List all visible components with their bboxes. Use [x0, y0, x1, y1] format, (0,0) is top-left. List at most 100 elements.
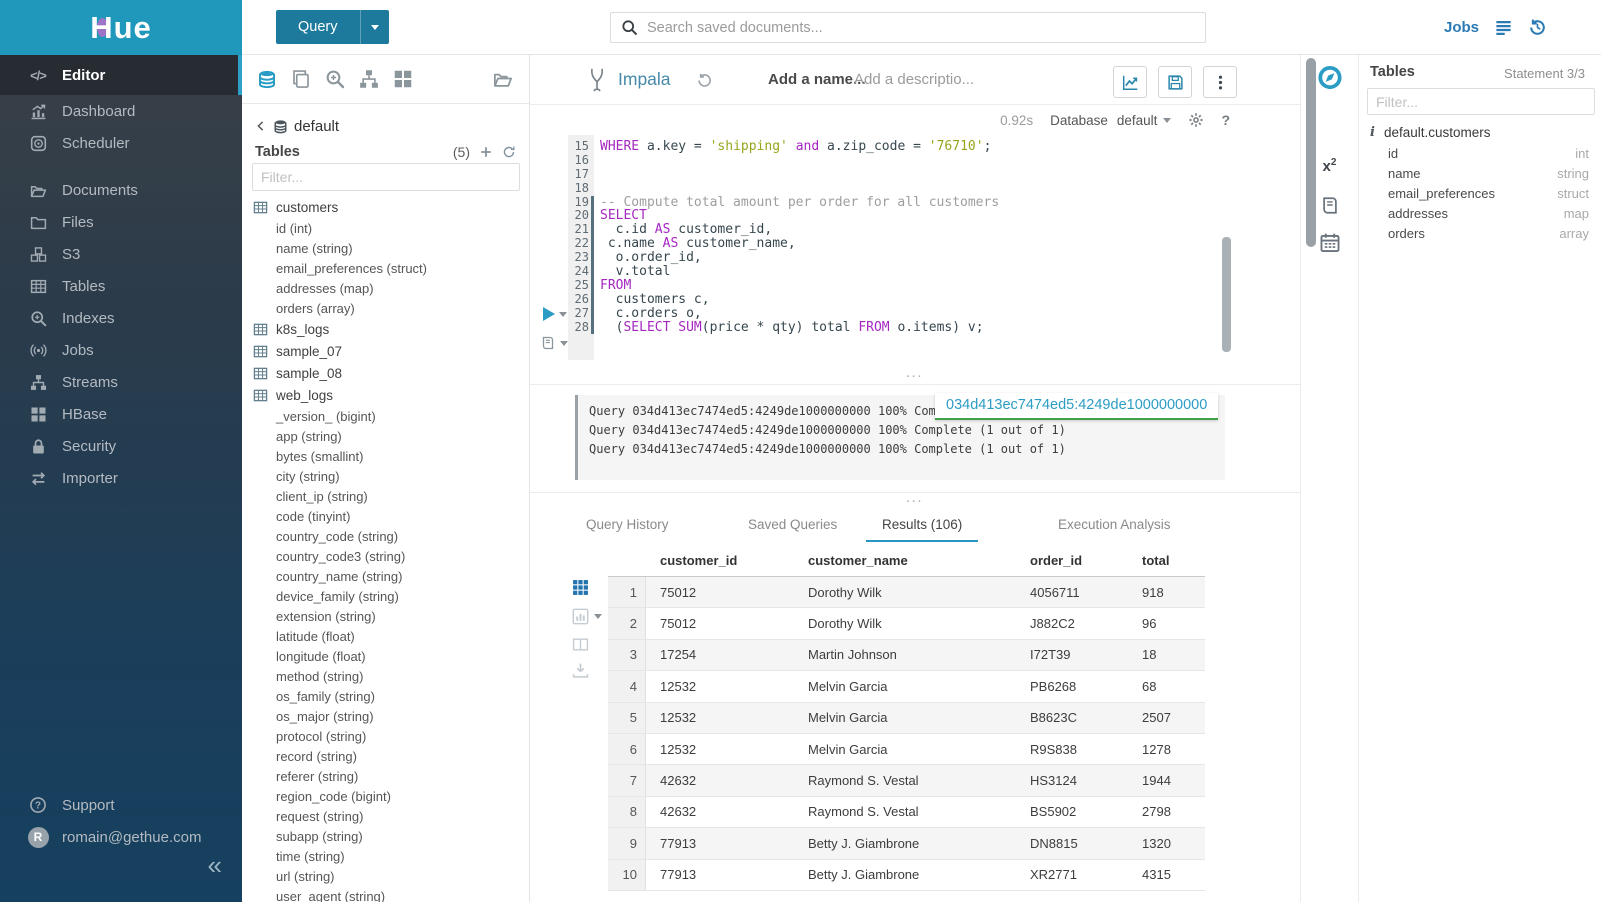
table-item[interactable]: sample_08 [253, 362, 529, 384]
save-button[interactable] [1158, 66, 1192, 98]
query-dropdown-caret[interactable] [359, 10, 389, 44]
history-icon[interactable] [1528, 18, 1547, 37]
chart-view-button[interactable] [572, 608, 602, 625]
table-row[interactable]: 1 75012 Dorothy Wilk 4056711 918 [608, 577, 1205, 609]
column-item[interactable]: latitude (float) [276, 628, 355, 644]
sidebar-item-editor[interactable]: </> Editor [0, 55, 242, 95]
sidebar-item-user[interactable]: R romain@gethue.com [0, 822, 242, 852]
resize-handle[interactable]: ··· [906, 496, 924, 508]
functions-icon[interactable]: x2 [1322, 157, 1337, 175]
column-item[interactable]: record (string) [276, 748, 357, 764]
column-item[interactable]: addresses map [1388, 205, 1589, 221]
column-item[interactable]: email_preferences (struct) [276, 260, 427, 276]
collapse-sidebar-button[interactable]: « [207, 850, 222, 880]
search-source-icon[interactable] [323, 69, 346, 90]
column-header[interactable]: customer_id [660, 553, 738, 568]
column-item[interactable]: url (string) [276, 868, 335, 884]
search-input[interactable] [647, 19, 1195, 36]
sidebar-item-files[interactable]: Files [0, 206, 242, 238]
column-item[interactable]: _version_ (bigint) [276, 408, 376, 424]
column-item[interactable]: orders array [1388, 225, 1589, 241]
jobs-link[interactable]: Jobs [1443, 19, 1479, 36]
sidebar-item-s3[interactable]: S3 [0, 238, 242, 270]
gear-icon[interactable] [1188, 112, 1204, 128]
column-item[interactable]: protocol (string) [276, 728, 367, 744]
tab-query-history[interactable]: Query History [586, 517, 669, 532]
table-row[interactable]: 2 75012 Dorothy Wilk J882C2 96 [608, 608, 1205, 640]
column-item[interactable]: client_ip (string) [276, 488, 368, 504]
sidebar-item-streams[interactable]: Streams [0, 366, 242, 398]
sitemap-source-icon[interactable] [357, 69, 380, 90]
column-item[interactable]: city (string) [276, 468, 340, 484]
documents-source-icon[interactable] [289, 69, 312, 90]
add-table-button[interactable] [479, 145, 493, 159]
sidebar-item-jobs[interactable]: Jobs [0, 334, 242, 366]
sidebar-item-dashboard[interactable]: Dashboard [0, 95, 242, 127]
column-item[interactable]: region_code (bigint) [276, 788, 391, 804]
table-row[interactable]: 3 17254 Martin Johnson I72T39 18 [608, 639, 1205, 672]
editor-assistant-icon[interactable] [1317, 65, 1342, 90]
sidebar-item-documents[interactable]: Documents [0, 174, 242, 206]
jobs-list-icon[interactable] [1494, 18, 1513, 37]
sidebar-item-indexes[interactable]: Indexes [0, 302, 242, 334]
help-button[interactable]: ? [1221, 112, 1230, 128]
database-select[interactable]: default [1117, 113, 1172, 128]
column-header[interactable]: customer_name [808, 553, 908, 568]
sidebar-item-tables[interactable]: Tables [0, 270, 242, 302]
table-item[interactable]: sample_07 [253, 340, 529, 362]
query-description-field[interactable]: Add a descriptio... [854, 71, 975, 88]
column-item[interactable]: id int [1388, 145, 1589, 161]
column-item[interactable]: orders (array) [276, 300, 355, 316]
tables-filter-input[interactable] [252, 163, 520, 191]
refresh-tables-button[interactable] [502, 145, 516, 159]
sidebar-item-hbase[interactable]: HBase [0, 398, 242, 430]
column-item[interactable]: code (tinyint) [276, 508, 351, 524]
sidebar-item-scheduler[interactable]: Scheduler [0, 127, 242, 159]
code-content[interactable]: WHERE a.key = 'shipping' and a.zip_code … [600, 140, 999, 334]
column-item[interactable]: request (string) [276, 808, 364, 824]
engine-name[interactable]: Impala [618, 69, 671, 89]
more-actions-button[interactable] [1203, 66, 1237, 98]
column-item[interactable]: name (string) [276, 240, 353, 256]
column-header[interactable]: order_id [1030, 553, 1083, 568]
global-search[interactable] [610, 12, 1206, 43]
apps-source-icon[interactable] [391, 69, 414, 90]
table-item[interactable]: k8s_logs [253, 318, 529, 340]
column-item[interactable]: longitude (float) [276, 648, 366, 664]
grid-view-button[interactable] [572, 579, 589, 596]
table-row[interactable]: 7 42632 Raymond S. Vestal HS3124 1944 [608, 765, 1205, 797]
language-reference-icon[interactable] [1319, 195, 1340, 216]
editor-scrollbar[interactable] [1222, 237, 1231, 352]
column-item[interactable]: app (string) [276, 428, 342, 444]
column-item[interactable]: name string [1388, 165, 1589, 181]
sidebar-item-support[interactable]: ? Support [0, 790, 242, 820]
active-table-item[interactable]: i default.customers [1370, 124, 1491, 140]
column-item[interactable]: subapp (string) [276, 828, 363, 844]
column-item[interactable]: device_family (string) [276, 588, 399, 604]
column-item[interactable]: os_major (string) [276, 708, 374, 724]
column-item[interactable]: method (string) [276, 668, 364, 684]
main-scrollbar[interactable] [1306, 58, 1316, 247]
sidebar-item-security[interactable]: Security [0, 430, 242, 462]
column-item[interactable]: user_agent (string) [276, 888, 386, 902]
new-query-button[interactable]: Query [276, 10, 389, 44]
right-filter-input[interactable] [1367, 88, 1595, 115]
column-item[interactable]: time (string) [276, 848, 345, 864]
code-editor[interactable]: 15 16 17 18 19 20 21 22 23 24 25 26 27 28 WHERE a.key… [530, 135, 1300, 360]
columns-view-button[interactable] [572, 636, 589, 653]
table-item[interactable]: customers [253, 196, 529, 218]
databases-source-icon[interactable] [255, 69, 278, 90]
column-item[interactable]: addresses (map) [276, 280, 374, 296]
sidebar-item-importer[interactable]: Importer [0, 462, 242, 494]
column-item[interactable]: extension (string) [276, 608, 376, 624]
execute-button[interactable] [543, 307, 567, 321]
column-item[interactable]: referer (string) [276, 768, 359, 784]
column-item[interactable]: bytes (smallint) [276, 448, 364, 464]
tab-saved-queries[interactable]: Saved Queries [748, 517, 838, 532]
table-row[interactable]: 9 77913 Betty J. Giambrone DN8815 1320 [608, 828, 1205, 860]
column-item[interactable]: country_code3 (string) [276, 548, 406, 564]
column-item[interactable]: email_preferences struct [1388, 185, 1589, 201]
table-row[interactable]: 4 12532 Melvin Garcia PB6268 68 [608, 671, 1205, 703]
folder-open-icon[interactable] [491, 69, 514, 90]
